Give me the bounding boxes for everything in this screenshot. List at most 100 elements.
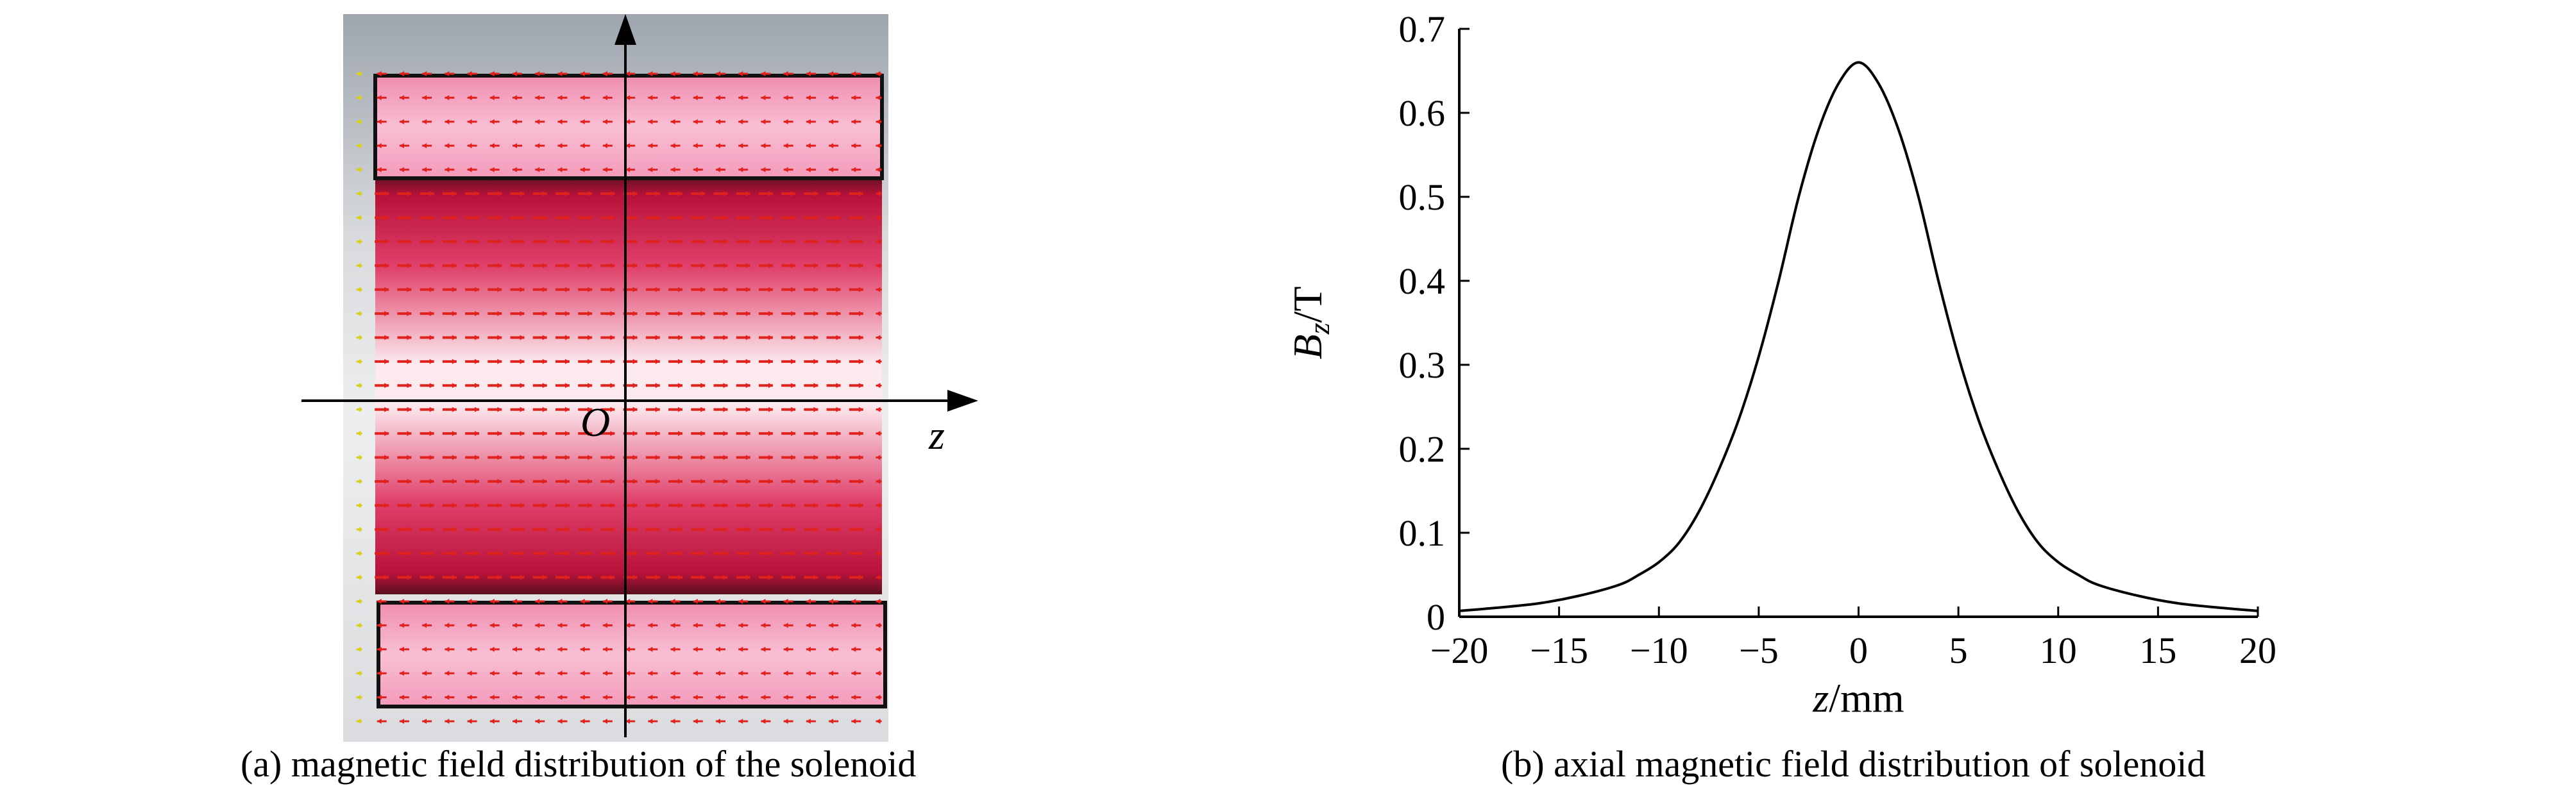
field-arrow-head	[399, 143, 404, 149]
field-arrow-head	[768, 191, 773, 197]
field-arrow-head	[836, 383, 841, 389]
field-arrow-head	[670, 671, 675, 676]
field-arrow-head	[356, 311, 361, 317]
field-arrow-head	[542, 238, 547, 244]
field-arrow-head	[580, 167, 585, 172]
field-arrow-head	[520, 358, 525, 364]
field-arrow-head	[655, 455, 660, 460]
field-arrow-head	[715, 167, 720, 172]
field-arrow-head	[580, 95, 585, 101]
field-arrow-head	[648, 598, 653, 604]
field-arrow-head	[588, 551, 593, 556]
field-arrow-head	[384, 478, 389, 484]
field-arrow-head	[813, 215, 818, 221]
field-arrow-head	[632, 526, 638, 532]
field-arrow-head	[761, 95, 766, 101]
field-arrow-head	[542, 215, 547, 221]
field-arrow-head	[542, 431, 547, 437]
field-arrow-head	[670, 95, 675, 101]
field-arrow-head	[557, 167, 563, 172]
field-arrow-head	[588, 383, 593, 389]
field-arrow-head	[497, 287, 502, 292]
field-arrow-head	[738, 95, 743, 101]
field-arrow-head	[829, 119, 834, 124]
field-arrow-head	[745, 551, 750, 556]
field-arrow-head	[700, 358, 706, 364]
field-arrow-head	[407, 503, 412, 508]
field-arrow-head	[670, 719, 675, 724]
field-arrow-head	[670, 598, 675, 604]
field-arrow-head	[625, 694, 631, 700]
field-arrow-head	[602, 719, 607, 724]
field-arrow-head	[655, 406, 660, 412]
field-arrow-head	[475, 263, 480, 269]
field-arrow-head	[693, 719, 698, 724]
field-arrow-head	[678, 358, 683, 364]
field-arrow-head	[655, 287, 660, 292]
field-arrow-head	[678, 311, 683, 317]
field-arrow-head	[655, 431, 660, 437]
field-arrow-head	[452, 478, 457, 484]
field-arrow-head	[738, 719, 743, 724]
field-arrow-head	[836, 191, 841, 197]
field-arrow-head	[429, 238, 434, 244]
field-arrow-head	[761, 671, 766, 676]
field-arrow-head	[520, 551, 525, 556]
field-arrow-head	[648, 119, 653, 124]
field-arrow-head	[377, 598, 382, 604]
field-arrow-head	[610, 383, 615, 389]
field-arrow-head	[829, 71, 834, 76]
field-arrow-head	[557, 95, 563, 101]
field-arrow-head	[836, 526, 841, 532]
x-tick-label: 10	[2040, 630, 2077, 671]
field-arrow-head	[588, 455, 593, 460]
field-arrow-head	[467, 95, 472, 101]
field-arrow-head	[452, 551, 457, 556]
field-arrow-head	[715, 95, 720, 101]
field-arrow-head	[610, 574, 615, 580]
field-arrow-head	[625, 119, 631, 124]
field-arrow-head	[513, 167, 518, 172]
field-arrow-head	[513, 719, 518, 724]
field-arrow-head	[422, 167, 427, 172]
field-arrow-head	[384, 574, 389, 580]
field-arrow-head	[513, 598, 518, 604]
field-arrow-head	[723, 503, 728, 508]
field-arrow-head	[452, 431, 457, 437]
field-arrow-head	[648, 143, 653, 149]
field-arrow-head	[356, 263, 361, 269]
field-arrow-head	[399, 671, 404, 676]
field-arrow-head	[670, 143, 675, 149]
field-arrow-head	[557, 71, 563, 76]
y-tick-label: 0.2	[1399, 428, 1446, 470]
field-arrow-head	[655, 335, 660, 340]
field-arrow-head	[407, 287, 412, 292]
field-arrow-head	[610, 191, 615, 197]
field-arrow-head	[745, 431, 750, 437]
field-arrow-head	[610, 263, 615, 269]
field-arrow-head	[768, 406, 773, 412]
field-arrow-head	[520, 383, 525, 389]
field-arrow-head	[625, 598, 631, 604]
field-arrow-head	[467, 71, 472, 76]
field-arrow-head	[467, 671, 472, 676]
field-arrow-head	[445, 71, 450, 76]
field-arrow-head	[610, 215, 615, 221]
field-arrow-head	[467, 719, 472, 724]
field-arrow-head	[407, 215, 412, 221]
field-arrow-head	[429, 551, 434, 556]
field-arrow-head	[475, 335, 480, 340]
field-arrow-head	[738, 119, 743, 124]
field-arrow-head	[836, 406, 841, 412]
field-arrow-head	[399, 694, 404, 700]
field-arrow-head	[829, 598, 834, 604]
field-arrow-head	[768, 287, 773, 292]
field-arrow-head	[678, 551, 683, 556]
field-arrow-head	[632, 263, 638, 269]
field-arrow-head	[475, 215, 480, 221]
field-arrow-head	[429, 215, 434, 221]
field-arrow-head	[602, 694, 607, 700]
field-arrow-head	[836, 551, 841, 556]
field-arrow-head	[602, 95, 607, 101]
field-arrow-head	[429, 503, 434, 508]
